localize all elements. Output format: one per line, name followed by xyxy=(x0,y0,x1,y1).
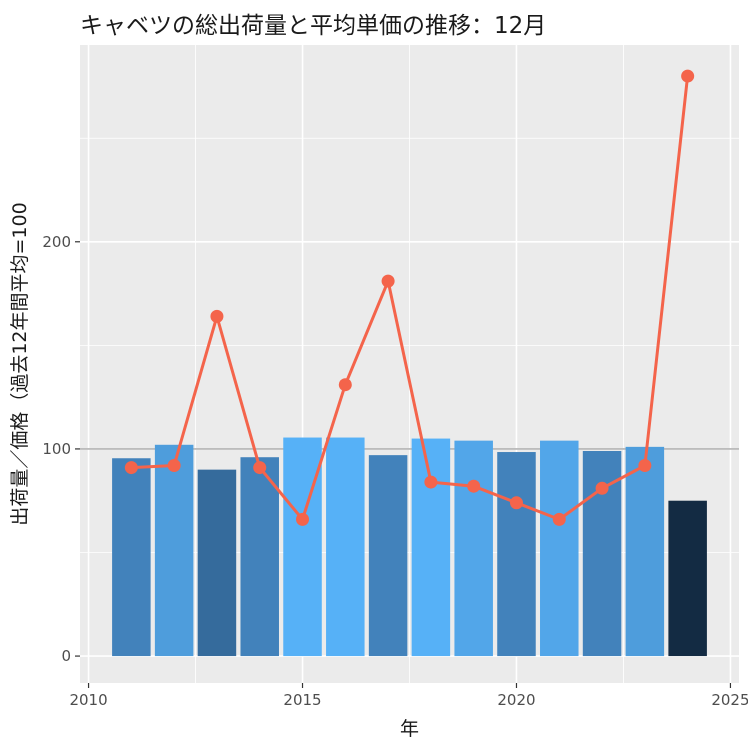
price-point-2014 xyxy=(253,461,267,475)
price-point-2018 xyxy=(424,475,438,489)
price-point-2024 xyxy=(681,69,695,83)
y-axis-title: 出荷量／価格（過去12年間平均=100 xyxy=(9,202,31,525)
price-point-2013 xyxy=(210,309,224,323)
price-point-2012 xyxy=(167,459,181,472)
price-line xyxy=(131,75,690,521)
x-axis-ticks: 2010 2015 2020 2025 xyxy=(69,683,748,709)
price-point-2019 xyxy=(467,479,481,493)
bar-2018 xyxy=(411,438,451,657)
bar-2021 xyxy=(540,440,579,657)
y-tick-label: 0 xyxy=(61,647,71,665)
bar-2015 xyxy=(283,437,322,657)
bar-2014 xyxy=(240,457,279,657)
y-tick-label: 100 xyxy=(42,440,71,458)
bar-2023 xyxy=(625,446,665,657)
price-point-2017 xyxy=(381,274,395,288)
price-point-2020 xyxy=(509,496,523,510)
price-point-2022 xyxy=(595,481,609,495)
price-point-2011 xyxy=(124,461,138,475)
bar-2017 xyxy=(368,455,408,657)
bar-2011 xyxy=(112,458,151,657)
price-point-2021 xyxy=(552,512,566,526)
price-point-2023 xyxy=(638,459,652,472)
bar-2019 xyxy=(454,440,493,657)
y-axis-ticks: 0 100 200 xyxy=(42,233,80,665)
x-tick-label: 2015 xyxy=(283,691,321,709)
x-tick-label: 2010 xyxy=(69,691,107,709)
bar-2012 xyxy=(154,444,194,657)
x-tick-label: 2025 xyxy=(711,691,748,709)
y-tick-label: 200 xyxy=(42,233,71,251)
bar-2020 xyxy=(497,452,536,657)
bars-shipment xyxy=(112,437,707,657)
price-point-2016 xyxy=(338,378,352,392)
x-axis-title: 年 xyxy=(400,718,419,740)
price-points xyxy=(124,69,695,526)
bar-2013 xyxy=(197,469,237,657)
x-tick-label: 2020 xyxy=(497,691,535,709)
chart-title: キャベツの総出荷量と平均単価の推移：12月 xyxy=(80,13,547,39)
bar-2016 xyxy=(326,437,365,657)
price-point-2015 xyxy=(296,512,310,526)
bar-2024 xyxy=(668,500,707,657)
